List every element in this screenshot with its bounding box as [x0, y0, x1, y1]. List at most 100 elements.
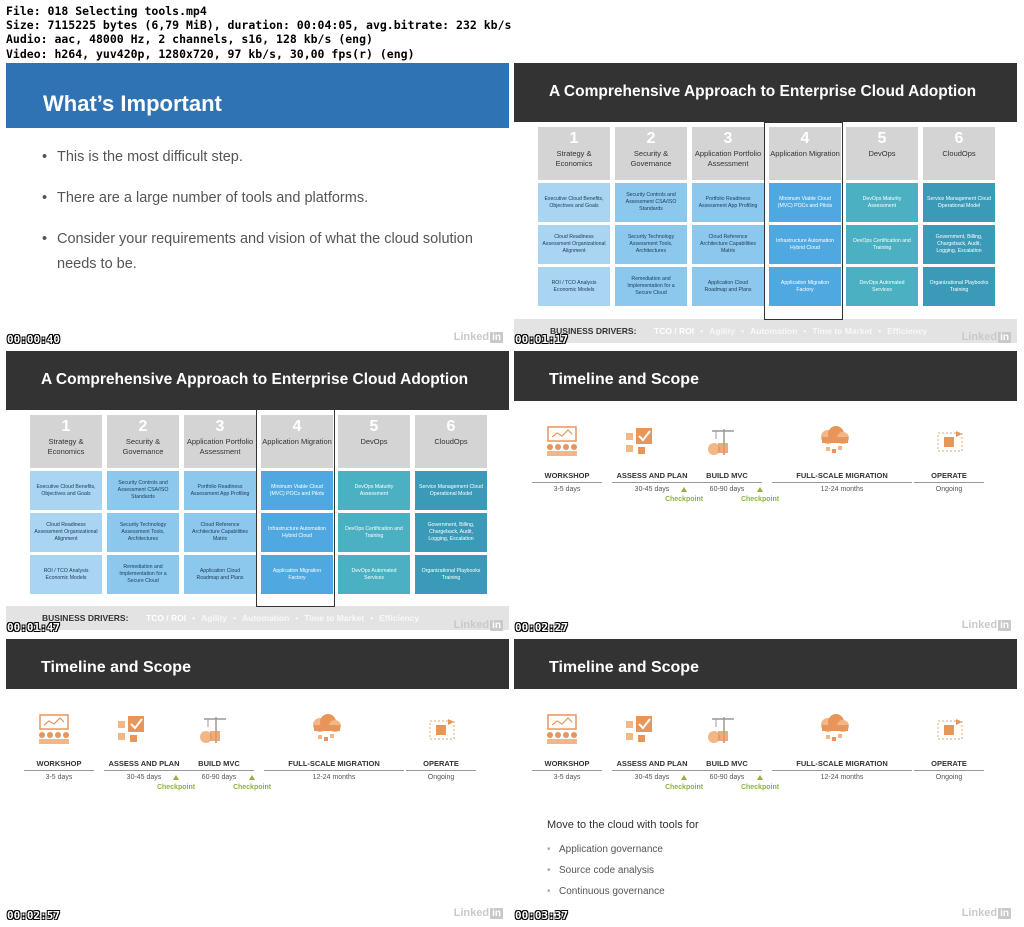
slide-title: Timeline and Scope: [549, 659, 699, 676]
step-title: Strategy & Economics: [555, 149, 593, 168]
migration-cloud-icon: [306, 713, 342, 745]
framework-column: 3 Application Portfolio Assessment Portfol…: [184, 415, 256, 594]
phase-label: BUILD MVC: [706, 471, 748, 480]
operate-icon: [932, 425, 968, 457]
framework-cell: Cloud Readiness Assessment Organizationa…: [30, 513, 102, 552]
driver-separator: •: [295, 613, 299, 623]
driver-separator: •: [741, 326, 745, 336]
phase-line: [264, 770, 404, 771]
phase-line: [772, 482, 912, 483]
linkedin-watermark: Linked in: [453, 619, 503, 631]
framework-cell: Government, Billing, Chargeback, Audit, …: [923, 225, 995, 264]
driver-separator: •: [700, 326, 704, 336]
thumbnail-2[interactable]: A Comprehensive Approach to Enterprise C…: [514, 63, 1017, 347]
framework-cell: Security Controls and Assessment CSA/ISO…: [615, 183, 687, 222]
framework-column-header: 1 Strategy & Economics: [538, 127, 610, 180]
thumbnail-4[interactable]: Timeline and Scope WORKSHOP 3-5 days ASSES…: [514, 351, 1017, 635]
bullet-item: This is the most difficult step.: [42, 145, 477, 170]
phase-label: OPERATE: [931, 759, 967, 768]
framework-column-header: 2 Security & Governance: [615, 127, 687, 180]
phase-line: [104, 770, 184, 771]
phase-label: WORKSHOP: [544, 471, 590, 480]
timecode: 00:02:57: [7, 909, 60, 922]
checkpoint-label: Checkpoint: [232, 784, 272, 791]
framework-column-header: 5 DevOps: [338, 415, 410, 468]
framework-cell: Government, Billing, Chargeback, Audit, …: [415, 513, 487, 552]
thumbnail-5[interactable]: Timeline and Scope WORKSHOP 3-5 days ASSES…: [6, 639, 509, 923]
file-info-line-2: Size: 7115225 bytes (6,79 MiB), duration…: [6, 18, 512, 33]
framework-cell: DevOps Maturity Assessment: [846, 183, 918, 222]
business-drivers-bar: BUSINESS DRIVERS: TCO / ROI • Agility • Auto…: [6, 606, 509, 630]
thumbnail-6[interactable]: Timeline and Scope WORKSHOP 3-5 days ASSES…: [514, 639, 1017, 923]
business-driver: Time to Market: [304, 613, 365, 623]
phase-label: WORKSHOP: [544, 759, 590, 768]
driver-separator: •: [370, 613, 374, 623]
timecode: 00:01:47: [7, 621, 60, 634]
driver-separator: •: [878, 326, 882, 336]
framework-cell: Security Technology Assessment Tools, Ar…: [107, 513, 179, 552]
phase-line: [914, 770, 984, 771]
phase-label: ASSESS AND PLAN: [616, 471, 688, 480]
checkpoint-label: Checkpoint: [740, 784, 780, 791]
thumbnail-3[interactable]: A Comprehensive Approach to Enterprise C…: [6, 351, 509, 635]
step-title: DevOps: [868, 149, 896, 158]
workshop-icon: [544, 425, 580, 457]
migration-cloud-icon: [814, 425, 850, 457]
slide-title: What’s Important: [43, 91, 222, 116]
framework-cell: DevOps Certification and Training: [338, 513, 410, 552]
file-info: File: 018 Selecting tools.mp4 Size: 7115…: [6, 4, 511, 61]
framework-cell: Organizational Playbooks Training: [415, 555, 487, 594]
framework-cell: Service Management Cloud Operational Mod…: [923, 183, 995, 222]
framework-cell: DevOps Certification and Training: [846, 225, 918, 264]
file-info-line-4: Video: h264, yuv420p, 1280x720, 97 kb/s,…: [6, 46, 415, 61]
slide-title: Timeline and Scope: [549, 371, 699, 388]
framework-column-header: 6 CloudOps: [923, 127, 995, 180]
framework-cell: Application Migration Factory: [769, 267, 841, 306]
phase-duration: 30-45 days: [126, 774, 162, 781]
framework-cell: Infrastructure Automation Hybrid Cloud: [769, 225, 841, 264]
checkpoint-marker: [173, 775, 179, 780]
slide-title-bar: Timeline and Scope: [514, 351, 1017, 401]
highlight-box: [764, 122, 843, 320]
checkpoint-label: Checkpoint: [740, 496, 780, 503]
phase-label: FULL-SCALE MIGRATION: [796, 471, 888, 480]
framework-column-header: 3 Application Portfolio Assessment: [692, 127, 764, 180]
checkpoint-marker: [681, 487, 687, 492]
phase-duration: 3-5 days: [553, 774, 581, 781]
phase-duration: 12-24 months: [312, 774, 356, 781]
framework-cell: Cloud Reference Architecture Capabilitie…: [692, 225, 764, 264]
framework-cell: Minimum Viable Cloud (MVC) POCs and Pilo…: [769, 183, 841, 222]
step-title: CloudOps: [434, 437, 468, 446]
step-title: Application Portfolio Assessment: [694, 149, 762, 168]
business-drivers-label: BUSINESS DRIVERS:: [42, 613, 129, 623]
build-mvc-icon: [194, 713, 230, 745]
checkpoint-marker: [757, 775, 763, 780]
business-driver: Agility: [709, 326, 736, 336]
phase-line: [612, 482, 692, 483]
business-driver: TCO / ROI: [146, 613, 187, 623]
tools-list-item: Application governance: [547, 839, 665, 860]
step-title: Application Migration: [770, 149, 840, 158]
framework-cell: Infrastructure Automation Hybrid Cloud: [261, 513, 333, 552]
checkpoint-marker: [681, 775, 687, 780]
step-number: 3: [215, 418, 225, 435]
phase-label: OPERATE: [931, 471, 967, 480]
checkpoint-marker: [249, 775, 255, 780]
thumbnail-1[interactable]: What’s Important This is the most diffic…: [6, 63, 509, 347]
checkpoint-label: Checkpoint: [664, 784, 704, 791]
tools-list-item: Source code analysis: [547, 860, 665, 881]
step-number: 5: [877, 130, 887, 147]
step-title: Security & Governance: [122, 437, 164, 456]
step-title: Strategy & Economics: [47, 437, 85, 456]
phase-duration: 30-45 days: [634, 774, 670, 781]
business-driver: Time to Market: [812, 326, 873, 336]
framework-cell: Security Controls and Assessment CSA/ISO…: [107, 471, 179, 510]
framework-cell: Executive Cloud Benefits, Objectives and…: [30, 471, 102, 510]
timecode: 00:02:27: [515, 621, 568, 634]
phase-label: FULL-SCALE MIGRATION: [796, 759, 888, 768]
phase-line: [24, 770, 94, 771]
phase-line: [532, 482, 602, 483]
phase-duration: 12-24 months: [820, 486, 864, 493]
timecode: 00:01:17: [515, 333, 568, 346]
phase-label: ASSESS AND PLAN: [108, 759, 180, 768]
